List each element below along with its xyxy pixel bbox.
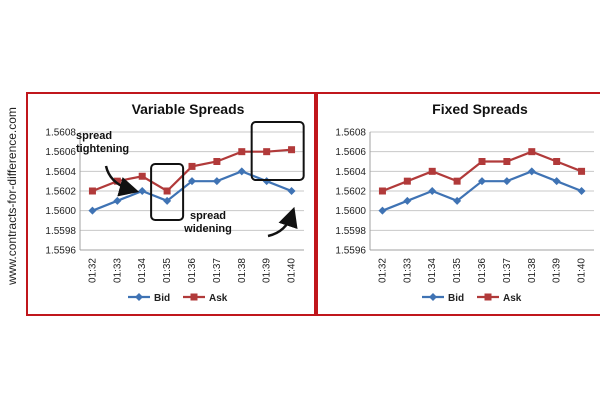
fixed-spreads-chart: Fixed Spreads 1.5608 1.5606 1.5604 1.5602 1.… [335, 101, 594, 304]
y-tick-label: 1.5600 [335, 206, 366, 217]
ask-point [428, 167, 436, 175]
y-tick-label: 1.5600 [45, 206, 76, 217]
x-tick-label: 01:35 [162, 258, 173, 283]
highlight-box-tightening [150, 163, 185, 221]
bid-point [378, 206, 387, 215]
x-tick-label: 01:39 [552, 258, 563, 283]
x-tick-label: 01:36 [187, 258, 198, 283]
annotation-widening: spread [190, 210, 226, 222]
ask-point [213, 158, 221, 165]
y-tick-label: 1.5608 [45, 128, 76, 139]
y-tick-label: 1.5604 [45, 167, 76, 178]
legend-label: Ask [503, 293, 522, 304]
legend-diamond-icon [135, 293, 143, 301]
ask-point [403, 177, 411, 185]
ask-point [553, 158, 561, 165]
x-tick-label: 01:35 [452, 258, 463, 283]
y-tick-label: 1.5604 [335, 167, 366, 178]
highlight-box-widening [250, 121, 305, 181]
x-tick-label: 01:34 [137, 258, 148, 283]
arrow-widening [267, 206, 298, 238]
x-tick-label: 01:37 [212, 258, 223, 283]
bid-point [552, 177, 561, 186]
bid-point [527, 167, 536, 176]
y-tick-label: 1.5602 [335, 187, 366, 198]
legend-label: Bid [448, 293, 464, 304]
fixed-spreads-panel: Fixed Spreads 1.5608 1.5606 1.5604 1.5602 1.… [316, 92, 600, 316]
variable-spreads-chart: Variable Spreads 1.5608 1.5606 1.5604 1.560… [45, 101, 305, 304]
bid-point [453, 196, 462, 205]
ask-point [503, 158, 511, 165]
ask-point [238, 148, 246, 156]
legend-label: Bid [154, 293, 170, 304]
legend-square-icon [190, 293, 198, 301]
x-tick-label: 01:34 [427, 258, 438, 283]
ask-point [378, 187, 386, 195]
x-tick-label: 01:38 [237, 258, 248, 283]
ask-point [138, 172, 146, 180]
x-tick-label: 01:32 [87, 258, 98, 283]
annotation-tightening: spread [76, 130, 112, 142]
bid-point [577, 187, 586, 195]
bid-point [403, 196, 412, 205]
bid-point [113, 196, 122, 205]
x-tick-label: 01:38 [527, 258, 538, 283]
bid-point [188, 177, 196, 186]
x-tick-label: 01:37 [502, 258, 513, 283]
x-tick-label: 01:40 [577, 258, 588, 283]
annotation-tightening: tightening [76, 143, 129, 155]
x-tick-label: 01:33 [402, 258, 413, 283]
bid-point [212, 177, 221, 186]
ask-point [478, 158, 486, 165]
arrow-tightening [104, 165, 140, 197]
y-tick-label: 1.5608 [335, 128, 366, 139]
variable-spreads-panel: Variable Spreads 1.5608 1.5606 1.5604 1.560… [26, 92, 316, 316]
ask-point [188, 162, 196, 170]
x-tick-label: 01:39 [262, 258, 273, 283]
bid-point [88, 206, 97, 215]
chart-title: Fixed Spreads [432, 101, 528, 117]
y-tick-label: 1.5598 [335, 226, 366, 237]
ask-point [88, 187, 96, 195]
bid-point [502, 177, 511, 186]
x-tick-label: 01:32 [377, 258, 388, 283]
legend-square-icon [484, 293, 492, 301]
ask-point [578, 167, 586, 175]
watermark-text: www.contracts-for-difference.com [5, 107, 19, 285]
bid-point [237, 167, 246, 176]
legend-label: Ask [209, 293, 228, 304]
x-tick-label: 01:36 [477, 258, 488, 283]
chart-title: Variable Spreads [132, 101, 245, 117]
y-tick-label: 1.5598 [45, 226, 76, 237]
bid-point [428, 187, 437, 195]
y-tick-label: 1.5602 [45, 187, 76, 198]
legend-diamond-icon [429, 293, 437, 301]
bid-point [478, 177, 486, 186]
annotation-widening: widening [183, 223, 232, 235]
bid-point [163, 196, 172, 205]
ask-point [453, 177, 461, 185]
ask-point [288, 146, 296, 154]
y-tick-label: 1.5596 [45, 246, 76, 257]
x-tick-label: 01:33 [112, 258, 123, 283]
bid-point [287, 187, 296, 195]
y-tick-label: 1.5606 [335, 147, 366, 158]
ask-point [163, 187, 171, 195]
ask-point [528, 148, 536, 156]
ask-point [263, 148, 271, 156]
x-tick-label: 01:40 [287, 258, 298, 283]
y-tick-label: 1.5596 [335, 246, 366, 257]
y-tick-label: 1.5606 [45, 147, 76, 158]
bid-point [138, 187, 147, 195]
bid-point [262, 177, 271, 186]
